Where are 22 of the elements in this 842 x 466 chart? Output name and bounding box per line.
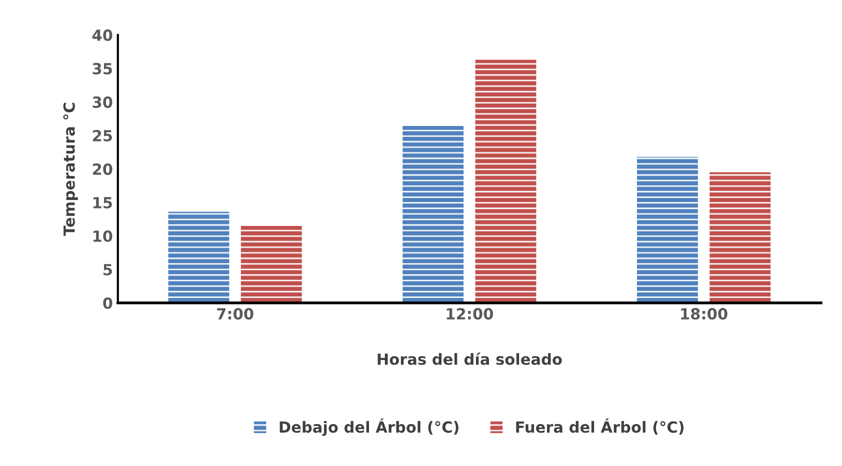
y-tick-label: 20 [92,163,112,175]
bar [475,60,536,303]
y-tick-label: 10 [93,230,112,242]
y-tick-label: 35 [92,62,112,74]
bar [240,226,302,303]
bar [402,126,464,303]
y-axis-title: Temperatura °C [63,102,78,236]
x-tick-label: 7:00 [217,308,254,320]
x-tick-label: 18:00 [681,308,728,320]
y-tick-label: 25 [92,130,112,142]
bar [710,172,771,303]
y-tick-label: 5 [104,264,112,276]
y-tick-label: 40 [92,29,112,41]
x-axis-title: Horas del día soleado [378,352,562,365]
y-tick-label: 0 [103,297,112,309]
x-tick-label: 12:00 [446,308,493,320]
legend-label: Debajo del Árbol (°C) [280,418,458,436]
legend-label: Fuera del Árbol (°C) [516,418,684,435]
y-tick-label: 30 [92,96,112,108]
y-tick-label: 15 [93,197,112,208]
bar [636,156,698,303]
bar [168,212,230,303]
